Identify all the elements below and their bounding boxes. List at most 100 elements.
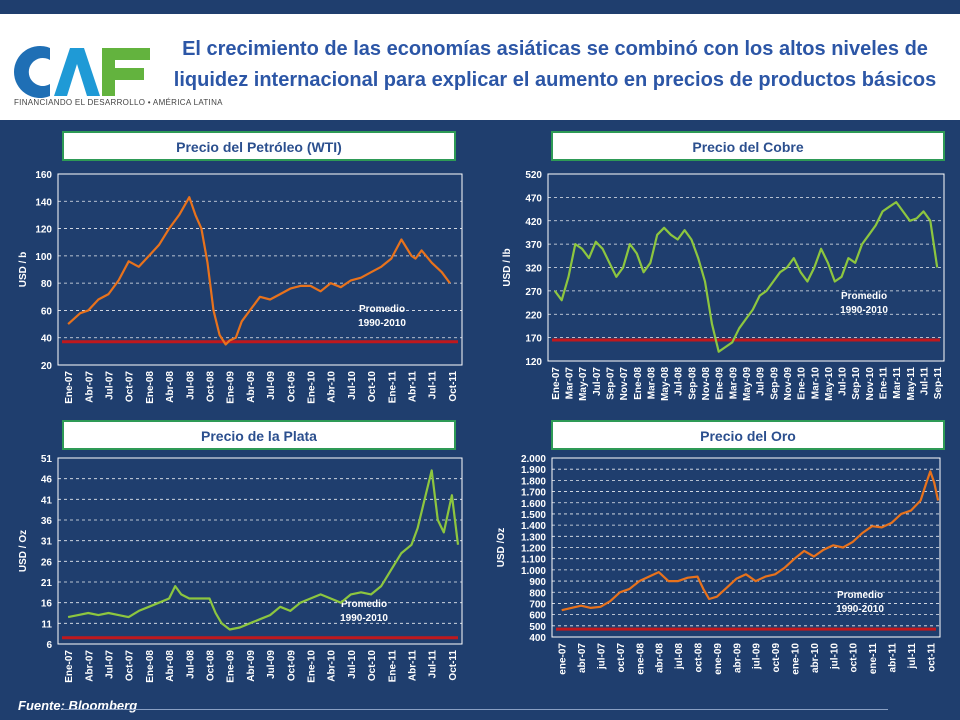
x-tick-label: Ene-09 — [226, 371, 237, 404]
x-tick-label: Nov-07 — [619, 367, 630, 401]
x-tick-label: Jul-11 — [428, 650, 439, 679]
y-tick-label: 21 — [41, 578, 53, 589]
y-tick-label: 1.800 — [521, 476, 546, 487]
x-tick-label: Jul-10 — [838, 367, 849, 396]
x-tick-label: Jul-09 — [756, 367, 767, 396]
silver-chart-title: Precio de la Plata — [62, 420, 456, 450]
x-tick-label: Oct-09 — [286, 650, 297, 682]
x-tick-label: jul-07 — [597, 643, 608, 671]
y-tick-label: 1.600 — [521, 499, 546, 510]
y-tick-label: 31 — [41, 537, 53, 548]
x-tick-label: abr-09 — [732, 643, 743, 673]
x-tick-label: Sep-10 — [851, 367, 862, 400]
x-tick-label: Mar-07 — [564, 367, 575, 400]
y-tick-label: 420 — [525, 217, 542, 228]
x-tick-label: Oct-07 — [125, 650, 136, 682]
x-tick-label: Mar-09 — [728, 367, 739, 400]
x-tick-label: Nov-09 — [783, 367, 794, 401]
x-tick-label: ene-11 — [868, 643, 879, 675]
y-tick-label: 220 — [525, 310, 542, 321]
x-tick-label: Jul-11 — [428, 371, 439, 400]
x-tick-label: abr-10 — [810, 643, 821, 673]
average-label: Promedio — [841, 291, 887, 302]
x-tick-label: abr-11 — [888, 643, 899, 673]
x-tick-label: Ene-11 — [387, 371, 398, 404]
average-label: Promedio — [837, 590, 883, 601]
x-tick-label: May-07 — [578, 367, 589, 401]
y-tick-label: 11 — [41, 619, 52, 630]
x-tick-label: Ene-10 — [307, 650, 318, 683]
x-tick-label: jul-09 — [752, 643, 763, 671]
x-tick-label: Oct-11 — [448, 650, 459, 681]
y-tick-label: 16 — [41, 599, 53, 610]
x-tick-label: Ene-07 — [551, 367, 562, 400]
x-tick-label: abr-07 — [577, 643, 588, 673]
x-tick-label: ene-10 — [791, 643, 802, 675]
x-tick-label: Nov-08 — [701, 367, 712, 401]
y-tick-label: 1.500 — [521, 510, 546, 521]
y-axis-label: USD / Oz — [18, 530, 29, 572]
y-axis-label: USD /Oz — [496, 528, 507, 567]
y-tick-label: 2.000 — [521, 454, 546, 465]
y-tick-label: 500 — [529, 622, 546, 633]
x-tick-label: Abr-08 — [165, 650, 176, 682]
price-series-line — [553, 201, 939, 353]
oil-chart-title: Precio del Petróleo (WTI) — [62, 131, 456, 161]
y-tick-label: 36 — [41, 516, 53, 527]
average-label: 1990-2010 — [840, 305, 888, 316]
y-tick-label: 400 — [529, 633, 546, 644]
title-line-1: El crecimiento de las economías asiática… — [182, 38, 928, 60]
silver-price-chart: 6 11 16 21 26 31 36 41 46 51 Ene-07 Abr-07 Jul-07 Oct… — [18, 454, 463, 683]
y-tick-label: 320 — [525, 264, 542, 275]
x-tick-label: May-09 — [742, 367, 753, 401]
y-tick-label: 20 — [41, 361, 53, 372]
x-tick-label: Mar-11 — [892, 367, 903, 399]
x-tick-label: Jul-07 — [105, 371, 116, 400]
y-tick-label: 26 — [41, 557, 53, 568]
x-tick-label: Ene-08 — [145, 650, 156, 683]
x-tick-label: Oct-08 — [206, 650, 217, 682]
copper-chart-title: Precio del Cobre — [551, 131, 945, 161]
average-label: 1990-2010 — [358, 318, 406, 329]
x-tick-label: Abr-10 — [327, 371, 338, 403]
x-tick-label: Ene-11 — [879, 367, 890, 400]
x-tick-label: ene-07 — [558, 643, 569, 675]
x-tick-label: Jul-11 — [920, 367, 931, 396]
title-line-2: liquidez internacional para explicar el … — [173, 69, 937, 91]
x-tick-label: oct-08 — [694, 643, 705, 673]
x-tick-label: ene-08 — [635, 643, 646, 675]
x-tick-label: Jul-08 — [674, 367, 685, 396]
average-label: 1990-2010 — [836, 604, 884, 615]
page-title: El crecimiento de las economías asiática… — [160, 34, 950, 96]
price-series-line — [67, 469, 460, 631]
x-tick-label: Ene-08 — [145, 371, 156, 404]
y-tick-label: 1.900 — [521, 465, 546, 476]
x-tick-label: Ene-11 — [387, 650, 398, 683]
x-tick-label: oct-10 — [849, 643, 860, 673]
y-tick-label: 1.100 — [521, 555, 546, 566]
gold-price-chart: 4005006007008009001.0001.1001.2001.3001.… — [496, 454, 941, 675]
price-series-line — [561, 470, 940, 612]
x-tick-label: Abr-11 — [408, 650, 419, 682]
y-tick-label: 600 — [529, 611, 546, 622]
x-tick-label: Nov-10 — [865, 367, 876, 401]
x-tick-label: Jul-09 — [266, 650, 277, 679]
y-tick-label: 1.400 — [521, 521, 546, 532]
oil-price-chart: 20 40 60 80 100 120 140 160 Ene-07 Abr-07 Jul-07 Oc… — [18, 170, 463, 404]
x-tick-label: Sep-08 — [687, 367, 698, 400]
y-tick-label: 1.200 — [521, 544, 546, 555]
x-tick-label: jul-10 — [829, 643, 840, 671]
y-tick-label: 370 — [525, 240, 542, 251]
x-tick-label: Abr-10 — [327, 650, 338, 682]
y-tick-label: 100 — [35, 252, 52, 263]
y-tick-label: 120 — [525, 357, 542, 368]
x-tick-label: May-08 — [660, 367, 671, 401]
x-tick-label: Oct-10 — [367, 650, 378, 682]
x-tick-label: Abr-07 — [84, 371, 95, 403]
y-tick-label: 470 — [525, 193, 542, 204]
plot-area — [57, 457, 463, 645]
x-tick-label: Jul-10 — [347, 371, 358, 400]
x-tick-label: Ene-10 — [797, 367, 808, 400]
y-axis-label: USD / b — [18, 252, 29, 288]
x-tick-label: ene-09 — [713, 643, 724, 675]
